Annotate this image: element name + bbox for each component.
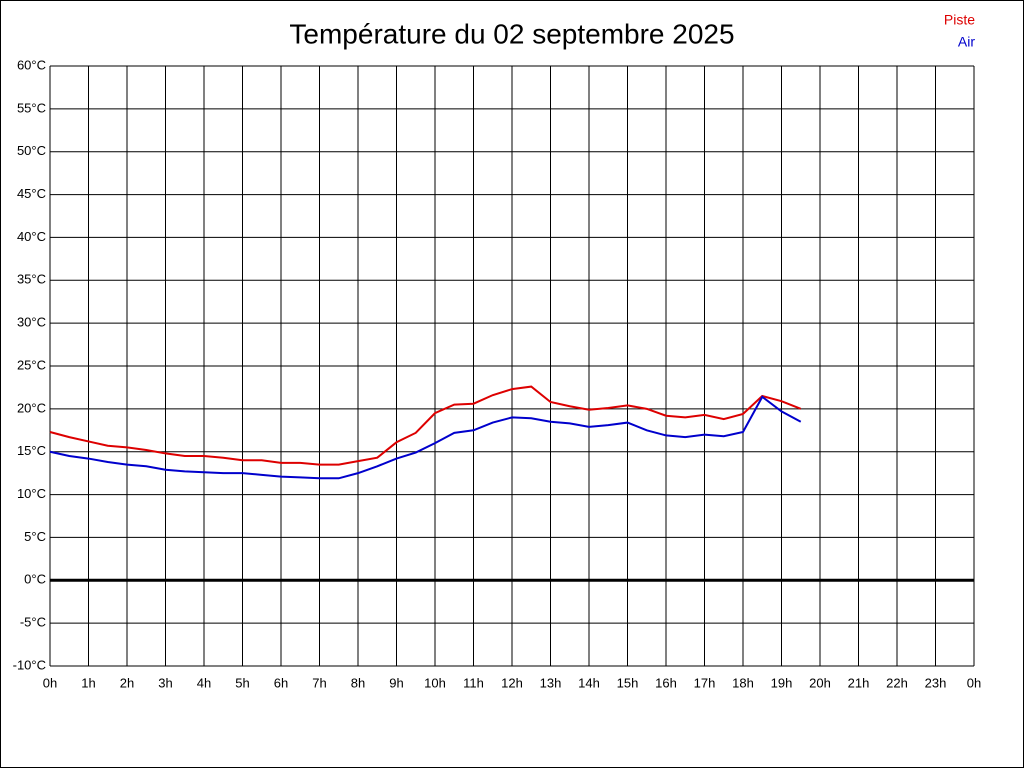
y-tick-label: 30°C (17, 315, 46, 330)
x-tick-label: 14h (578, 675, 600, 690)
x-tick-label: 15h (617, 675, 639, 690)
legend-label: Piste (944, 12, 975, 28)
x-tick-label: 4h (197, 675, 211, 690)
series-line (49, 385, 802, 466)
x-tick-label: 13h (540, 675, 562, 690)
x-tick-label: 12h (501, 675, 523, 690)
x-tick-label: 7h (312, 675, 326, 690)
y-tick-label: 55°C (17, 100, 46, 115)
x-tick-label: 5h (235, 675, 249, 690)
y-tick-label: 10°C (17, 486, 46, 501)
x-tick-label: 8h (351, 675, 365, 690)
x-tick-label: 10h (424, 675, 446, 690)
x-tick-label: 17h (694, 675, 716, 690)
x-tick-label: 6h (274, 675, 288, 690)
y-tick-label: 5°C (24, 529, 46, 544)
x-tick-label: 23h (925, 675, 947, 690)
x-tick-label: 18h (732, 675, 754, 690)
y-tick-label: 50°C (17, 143, 46, 158)
y-tick-label: 20°C (17, 400, 46, 415)
legend-label: Air (958, 34, 975, 50)
x-tick-label: 19h (771, 675, 793, 690)
x-tick-label: 21h (848, 675, 870, 690)
y-tick-label: 35°C (17, 272, 46, 287)
x-tick-label: 3h (158, 675, 172, 690)
y-tick-label: 40°C (17, 229, 46, 244)
x-tick-label: 0h (43, 675, 57, 690)
y-tick-label: 60°C (17, 57, 46, 72)
y-tick-label: 15°C (17, 443, 46, 458)
y-tick-label: 45°C (17, 186, 46, 201)
chart-title: Température du 02 septembre 2025 (289, 18, 734, 49)
x-tick-label: 16h (655, 675, 677, 690)
x-tick-label: 1h (81, 675, 95, 690)
x-tick-label: 9h (389, 675, 403, 690)
y-tick-label: 0°C (24, 572, 46, 587)
y-tick-label: -5°C (20, 615, 46, 630)
x-tick-label: 2h (120, 675, 134, 690)
x-tick-label: 22h (886, 675, 908, 690)
x-tick-label: 0h (967, 675, 981, 690)
x-tick-label: 11h (463, 675, 484, 690)
y-tick-label: 25°C (17, 357, 46, 372)
x-tick-label: 20h (809, 675, 831, 690)
series-line (49, 395, 802, 480)
y-tick-label: -10°C (13, 657, 46, 672)
